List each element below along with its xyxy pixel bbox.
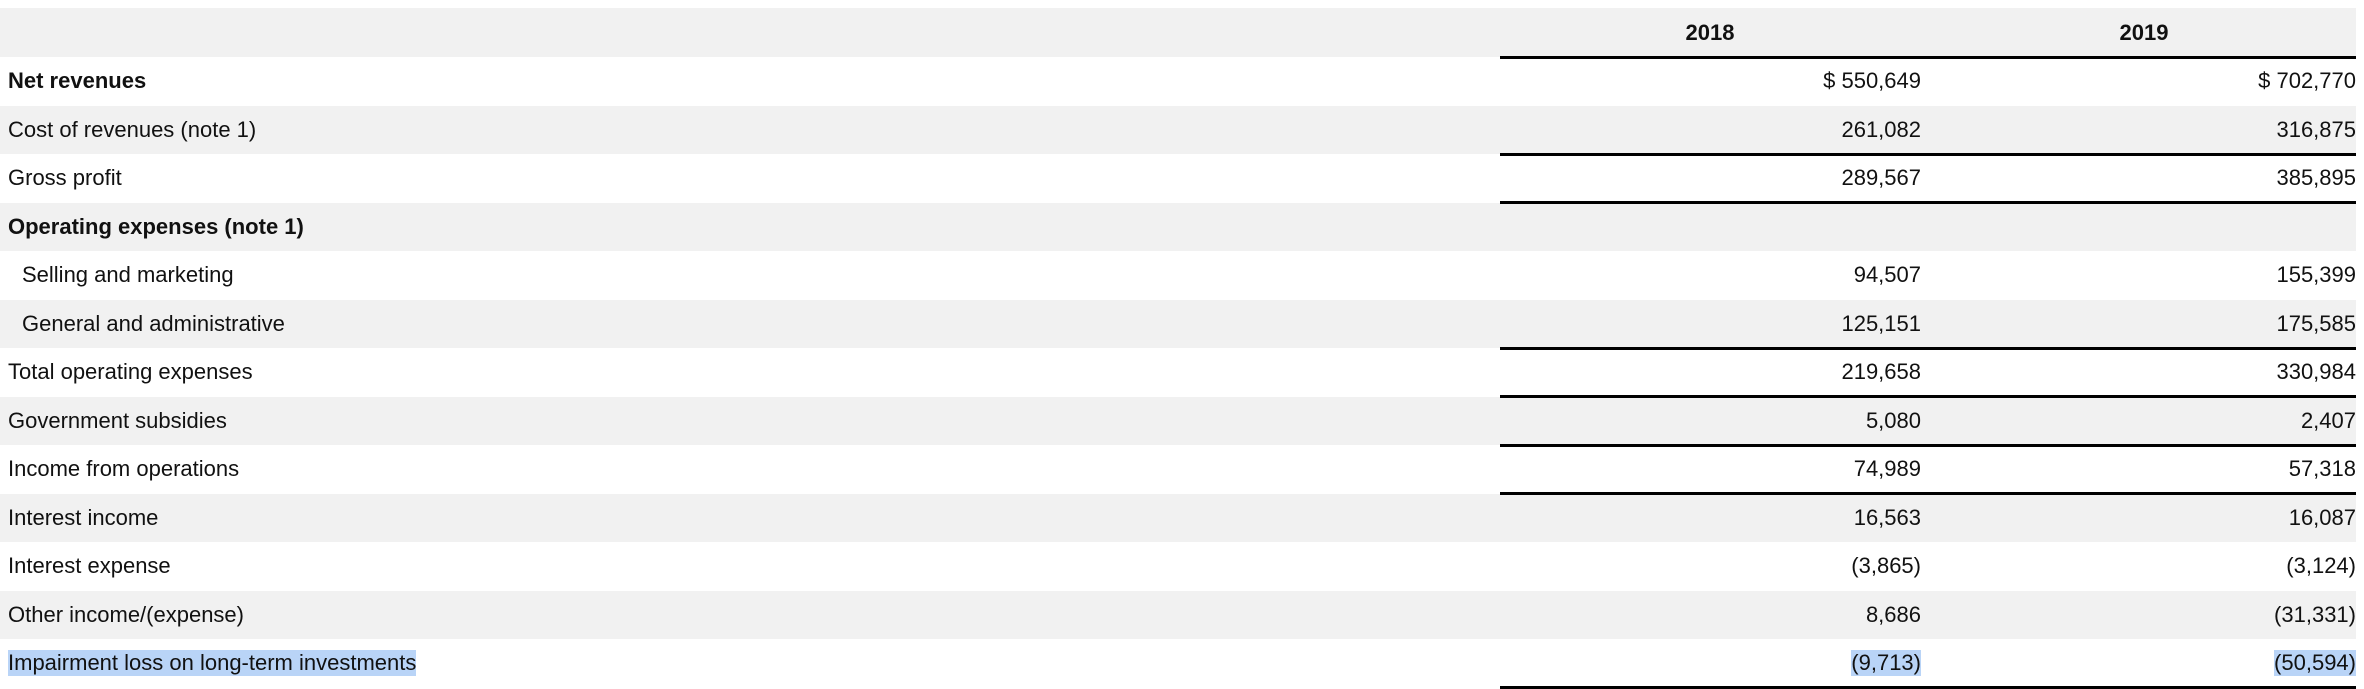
underline-rule — [1500, 443, 2356, 447]
value-2019[interactable]: (50,594) — [2274, 650, 2356, 677]
row-label[interactable]: Selling and marketing — [22, 262, 234, 288]
value-2018[interactable]: 219,658 — [1841, 359, 1921, 385]
table-row: Government subsidies 5,080 2,407 — [0, 396, 2356, 447]
value-2019[interactable]: 385,895 — [2276, 165, 2356, 191]
row-label[interactable]: Gross profit — [8, 165, 122, 191]
table-header-row: 2018 2019 — [0, 8, 2356, 59]
table-row: Total operating expenses 219,658 330,984 — [0, 348, 2356, 398]
table-row: Selling and marketing 94,507 155,399 — [0, 251, 2356, 300]
value-2019[interactable]: 155,399 — [2276, 262, 2356, 288]
value-2018[interactable]: 5,080 — [1865, 407, 1921, 433]
value-2018[interactable]: 289,567 — [1841, 165, 1921, 191]
row-label[interactable]: General and administrative — [22, 310, 285, 336]
table-row: Interest income 16,563 16,087 — [0, 493, 2356, 542]
underline-rule — [1500, 201, 2356, 204]
value-2019[interactable]: $ 702,770 — [2258, 68, 2356, 94]
table-row: Income from operations 74,989 57,318 — [0, 445, 2356, 495]
row-label[interactable]: Government subsidies — [8, 407, 227, 433]
value-2018[interactable]: (9,713) — [1851, 650, 1921, 677]
value-2019[interactable]: (31,331) — [2274, 601, 2356, 627]
column-header-2018: 2018 — [1685, 19, 1735, 45]
table-row: Gross profit 289,567 385,895 — [0, 154, 2356, 204]
underline-rule — [1500, 346, 2356, 350]
table-row: Net revenues $ 550,649 $ 702,770 — [0, 57, 2356, 106]
table-row: Operating expenses (note 1) — [0, 202, 2356, 251]
value-2018[interactable]: $ 550,649 — [1823, 68, 1921, 94]
value-2018[interactable]: 8,686 — [1865, 601, 1921, 627]
value-2018[interactable]: 261,082 — [1841, 116, 1921, 142]
table-row: Impairment loss on long-term investments… — [0, 639, 2356, 689]
row-label[interactable]: Income from operations — [8, 456, 240, 482]
value-2018[interactable]: 125,151 — [1841, 310, 1921, 336]
row-label[interactable]: Other income/(expense) — [8, 601, 244, 627]
value-2018[interactable]: 94,507 — [1853, 262, 1921, 288]
underline-rule — [1500, 395, 2356, 398]
row-label[interactable]: Operating expenses (note 1) — [8, 213, 304, 239]
value-2019[interactable]: 316,875 — [2276, 116, 2356, 142]
value-2019[interactable]: (3,124) — [2286, 553, 2356, 579]
underline-rule — [1500, 152, 2356, 156]
income-statement-table: 2018 2019 Net revenues $ 550,649 $ 702,770… — [0, 8, 2356, 689]
row-label[interactable]: Total operating expenses — [8, 359, 253, 385]
value-2019[interactable]: 2,407 — [2300, 407, 2356, 433]
table-row: Other income/(expense) 8,686 (31,331) — [0, 590, 2356, 639]
value-2018[interactable]: 16,563 — [1853, 504, 1921, 530]
column-header-2019: 2019 — [2119, 19, 2169, 45]
value-2019[interactable]: 330,984 — [2276, 359, 2356, 385]
row-label[interactable]: Interest income — [8, 504, 159, 530]
value-2019[interactable]: 16,087 — [2288, 504, 2356, 530]
value-2018[interactable]: 74,989 — [1853, 456, 1921, 482]
row-label[interactable]: Interest expense — [8, 553, 171, 579]
row-label[interactable]: Net revenues — [8, 68, 147, 94]
table-row: Interest expense (3,865) (3,124) — [0, 542, 2356, 591]
table-row: General and administrative 125,151 175,585 — [0, 299, 2356, 350]
value-2018[interactable]: (3,865) — [1851, 553, 1921, 579]
row-label[interactable]: Impairment loss on long-term investments — [8, 650, 417, 677]
table-row: Cost of revenues (note 1) 261,082 316,875 — [0, 105, 2356, 156]
value-2019[interactable]: 57,318 — [2288, 456, 2356, 482]
underline-rule — [1500, 55, 2356, 59]
underline-rule — [1500, 492, 2356, 495]
value-2019[interactable]: 175,585 — [2276, 310, 2356, 336]
row-label[interactable]: Cost of revenues (note 1) — [8, 116, 257, 142]
